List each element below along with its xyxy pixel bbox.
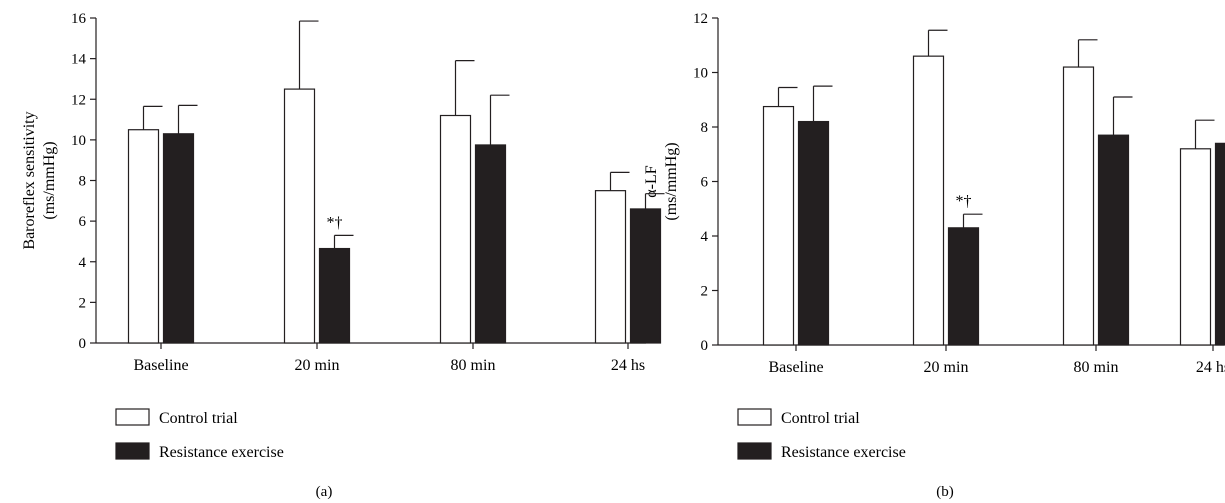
x-tick-label: 20 min bbox=[295, 357, 340, 374]
y-axis-title: α-LF bbox=[643, 165, 660, 197]
bar-control bbox=[127, 129, 160, 344]
legend-b: Control trial Resistance exercise bbox=[737, 408, 906, 461]
y-tick-label: 2 bbox=[79, 295, 87, 311]
x-tick-label: Baseline bbox=[133, 357, 188, 374]
y-axis-title-unit: (ms/mmHg) bbox=[41, 141, 58, 219]
legend-swatch-resistance bbox=[737, 442, 772, 460]
legend-label-resistance: Resistance exercise bbox=[781, 444, 906, 461]
chart-panel-a: 0 2 4 6 8 10 12 14 16 Baroreflex sensitivity (ms/m… bbox=[21, 11, 665, 374]
x-tick-label: 24 hs bbox=[611, 357, 645, 374]
x-tick-label: Baseline bbox=[768, 359, 823, 376]
legend-a: Control trial Resistance exercise bbox=[115, 408, 284, 461]
chart-panel-b: 0 2 4 6 8 10 12 α-LF (ms/mmHg) Baseline 20 min 80 m… bbox=[643, 11, 1225, 376]
y-tick-label: 12 bbox=[71, 92, 86, 108]
bar-resistance bbox=[318, 247, 351, 344]
bar-resistance bbox=[474, 144, 507, 344]
legend-label-control: Control trial bbox=[159, 410, 238, 427]
y-tick-label: 4 bbox=[701, 229, 709, 245]
bar-control bbox=[439, 114, 472, 344]
y-axis-title-unit: (ms/mmHg) bbox=[663, 142, 680, 220]
panel-label-a: (a) bbox=[316, 484, 333, 500]
legend-label-control: Control trial bbox=[781, 410, 860, 427]
bar-control bbox=[762, 105, 795, 346]
bar-control bbox=[283, 88, 316, 344]
x-tick-label: 80 min bbox=[451, 357, 496, 374]
y-tick-label: 12 bbox=[693, 11, 708, 27]
y-tick-label: 10 bbox=[71, 133, 86, 149]
y-axis-title: Baroreflex sensitivity bbox=[21, 111, 38, 249]
legend-swatch-control bbox=[737, 408, 772, 426]
y-tick-label: 2 bbox=[701, 284, 709, 300]
bar-resistance bbox=[797, 120, 830, 346]
x-tick-label: 80 min bbox=[1074, 359, 1119, 376]
bar-control bbox=[912, 55, 945, 346]
legend-swatch-resistance bbox=[115, 442, 150, 460]
y-tick-label: 14 bbox=[71, 52, 87, 68]
bar-resistance bbox=[629, 208, 662, 344]
significance-marker: *† bbox=[956, 193, 972, 210]
y-tick-label: 8 bbox=[79, 174, 87, 190]
bar-control bbox=[594, 190, 627, 344]
y-tick-label: 0 bbox=[701, 338, 709, 354]
bar-control bbox=[1062, 66, 1095, 346]
significance-marker: *† bbox=[327, 214, 343, 231]
bar-resistance bbox=[162, 133, 195, 344]
legend-swatch-control bbox=[115, 408, 150, 426]
legend-label-resistance: Resistance exercise bbox=[159, 444, 284, 461]
bar-control bbox=[1179, 148, 1212, 346]
y-tick-label: 10 bbox=[693, 66, 708, 82]
y-tick-label: 0 bbox=[79, 336, 87, 352]
panel-label-b: (b) bbox=[936, 484, 954, 500]
bar-resistance bbox=[947, 227, 980, 346]
y-tick-label: 4 bbox=[79, 255, 87, 271]
bar-resistance bbox=[1097, 134, 1130, 346]
y-tick-label: 6 bbox=[79, 214, 87, 230]
bar-resistance bbox=[1214, 142, 1225, 346]
x-tick-label: 24 hs bbox=[1196, 359, 1225, 376]
y-tick-label: 8 bbox=[701, 120, 709, 136]
y-tick-label: 16 bbox=[71, 11, 87, 27]
y-tick-label: 6 bbox=[701, 175, 709, 191]
x-tick-label: 20 min bbox=[924, 359, 969, 376]
